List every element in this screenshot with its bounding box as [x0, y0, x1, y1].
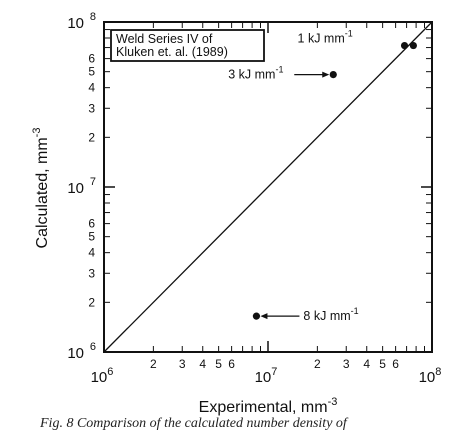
y-axis-title: Calculated, mm-3 — [31, 128, 51, 249]
data-point — [400, 41, 409, 50]
legend-line-1: Weld Series IV of — [116, 32, 213, 46]
data-point — [252, 312, 261, 320]
reference-line — [103, 21, 433, 353]
x-minor-tick-label: 2 — [150, 357, 157, 371]
y-axis-title-text: Calculated, mm — [34, 137, 51, 248]
y-minor-tick-label: 6 — [88, 217, 95, 231]
y-major-tick-label: 10 6 — [67, 341, 96, 362]
annotation-label: 1 kJ mm-1 — [298, 29, 353, 46]
annotation-label: 8 kJ mm-1 — [303, 306, 358, 323]
x-minor-tick-label: 3 — [343, 357, 350, 371]
annotations: 1 kJ mm-1 3 kJ mm-1 8 kJ mm-1 — [228, 29, 358, 324]
x-minor-tick-label: 2 — [314, 357, 321, 371]
svg-text:Experimental, mm-3: Experimental, mm-3 — [199, 396, 338, 416]
annotation-arrowhead — [260, 313, 268, 320]
y-minor-tick-label: 5 — [88, 65, 95, 79]
x-minor-tick-label: 4 — [363, 357, 370, 371]
x-minor-tick-label: 5 — [379, 357, 386, 371]
x-major-tick-label: 106 — [91, 366, 114, 386]
x-minor-tick-label: 3 — [179, 357, 186, 371]
legend-line-2: Kluken et. al. (1989) — [116, 45, 228, 59]
x-major-tick-label: 107 — [255, 366, 278, 386]
x-minor-tick-label: 6 — [228, 357, 235, 371]
annotation-label: 3 kJ mm-1 — [228, 65, 283, 82]
x-axis-title: Experimental, mm-3 — [199, 396, 338, 416]
y-minor-tick-label: 3 — [88, 266, 95, 280]
annotation-arrowhead — [322, 71, 330, 78]
x-minor-tick-label: 5 — [215, 357, 222, 371]
y-minor-tick-label: 3 — [88, 101, 95, 115]
legend-frame — [110, 29, 265, 62]
y-minor-tick-label: 4 — [88, 81, 95, 95]
svg-text:Calculated, mm-3: Calculated, mm-3 — [31, 128, 51, 249]
y-minor-tick-label: 2 — [88, 295, 95, 309]
data-point — [329, 70, 337, 79]
x-major-tick-label: 108 — [419, 366, 442, 386]
plot-frame — [103, 21, 433, 353]
x-minor-tick-label: 6 — [392, 357, 399, 371]
y-minor-tick-label: 4 — [88, 246, 95, 260]
y-major-tick-label: 10 7 — [67, 176, 96, 197]
y-minor-tick-label: 2 — [88, 130, 95, 144]
y-major-tick-label: 10 8 — [67, 11, 96, 32]
x-axis-title-exp: -3 — [328, 396, 338, 408]
x-minor-tick-label: 4 — [199, 357, 206, 371]
y-minor-tick-label: 5 — [88, 230, 95, 244]
data-point — [409, 41, 417, 50]
legend-box: Weld Series IV of Kluken et. al. (1989) — [110, 29, 265, 62]
data-points — [252, 41, 417, 320]
y-axis-title-exp: -3 — [31, 128, 43, 138]
x-axis-title-text: Experimental, mm — [199, 399, 328, 416]
figure-caption: Fig. 8 Comparison of the calculated numb… — [40, 416, 347, 431]
y-minor-tick-label: 6 — [88, 52, 95, 66]
